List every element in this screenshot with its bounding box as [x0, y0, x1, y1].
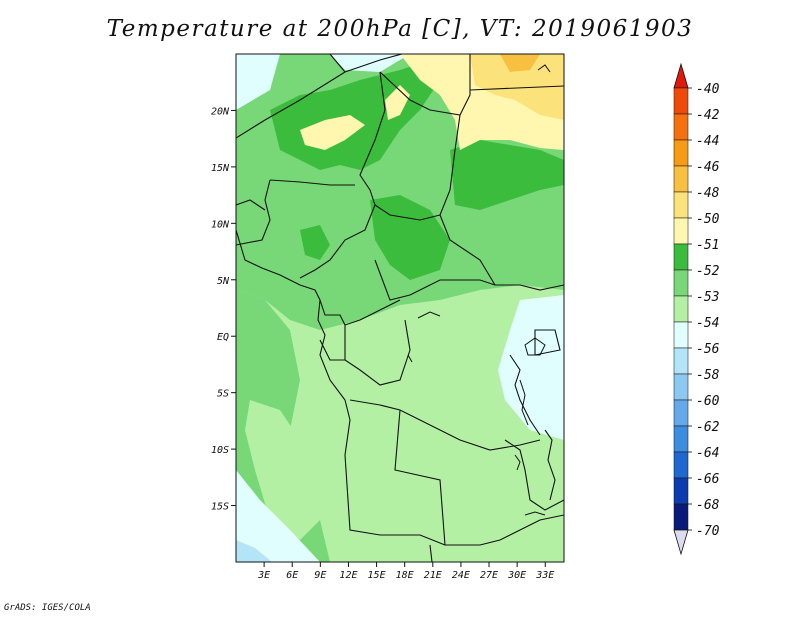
colorbar-cell [673, 451, 689, 479]
colorbar-label: -44 [696, 134, 719, 149]
colorbar-label: -48 [696, 186, 720, 201]
lakes [407, 64, 551, 516]
lon-tick-label: 12E [339, 570, 357, 581]
colorbar-cell [673, 295, 689, 323]
lat-tick-label: 15S [211, 502, 229, 513]
colorbar-label: -40 [696, 82, 720, 97]
lon-tick-label: 30E [507, 570, 526, 581]
lat-tick-label: 15N [211, 163, 230, 174]
colorbar-cell [673, 217, 689, 245]
field-patch-56-northwest [236, 54, 280, 110]
colorbar-label: -51 [696, 238, 719, 253]
map-frame [235, 53, 565, 563]
lat-tick-label: 5S [217, 389, 229, 400]
lat-tick-label: EQ [217, 332, 229, 343]
lon-tick-label: 15E [368, 570, 386, 581]
colorbar-label: -68 [696, 498, 720, 513]
colorbar-label: -46 [696, 160, 720, 175]
lon-tick-label: 24E [452, 570, 470, 581]
field-patch-56-southwest [236, 470, 320, 562]
field-patch-58-corner [236, 540, 272, 562]
lon-tick-label: 27E [480, 570, 498, 581]
lat-tick-label: 5N [217, 276, 230, 287]
colorbar-cell [673, 165, 689, 193]
field-area-51-island [300, 115, 365, 150]
lat-tick-label: 10N [211, 219, 230, 230]
colorbar-top-arrow [673, 62, 689, 89]
map-title: Temperature at 200hPa [C], VT: 201906190… [106, 16, 694, 42]
lon-tick-label: 6E [286, 570, 298, 581]
lat-tick-label: 20N [211, 106, 230, 117]
lon-tick-label: 3E [257, 570, 270, 581]
colorbar-cell [673, 139, 689, 167]
colorbar-label: -70 [696, 524, 720, 539]
colorbar-label: -62 [696, 420, 720, 435]
field-blob-52-northeast [450, 140, 564, 210]
colorbar-label: -60 [696, 394, 720, 409]
colorbar-cell [673, 373, 689, 401]
colorbar-cell [673, 191, 689, 219]
lat-tick-label: 10S [211, 445, 229, 456]
colorbar-label: -56 [696, 342, 720, 357]
colorbar-label: -42 [696, 108, 720, 123]
field-blob-52-central [370, 195, 450, 280]
colorbar-cell [673, 399, 689, 427]
colorbar-cell [673, 87, 689, 115]
lon-tick-label: 21E [424, 570, 442, 581]
colorbar-label: -58 [696, 368, 720, 383]
colorbar-cell [673, 269, 689, 297]
field-patch-56-east [498, 295, 564, 440]
colorbar-label: -52 [696, 264, 720, 279]
field-area-48-corner [500, 54, 540, 72]
coastline [236, 229, 351, 456]
field-band-53-southwest [245, 400, 320, 540]
colorbar-label: -64 [696, 446, 719, 461]
colorbar-cell [673, 503, 689, 531]
lon-tick-label: 33E [535, 570, 554, 581]
lon-tick-label: 9E [314, 570, 326, 581]
field-blob-52-west [300, 225, 330, 260]
colorbar-label: -50 [696, 212, 720, 227]
lon-tick-label: 18E [396, 570, 414, 581]
colorbar-cell [673, 347, 689, 375]
grads-credit: GrADS: IGES/COLA [4, 603, 91, 613]
colorbar-label: -54 [696, 316, 719, 331]
colorbar-label: -53 [696, 290, 719, 305]
colorbar-bottom-arrow [673, 529, 689, 556]
colorbar-cell [673, 243, 689, 271]
field-area-50-northeast [470, 54, 564, 120]
colorbar-cell [673, 321, 689, 349]
latitude-axis: 20N 15N 10N 5N EQ 5S 10S 15S [211, 106, 236, 513]
country-borders [236, 54, 564, 562]
colorbar-cell [673, 477, 689, 505]
colorbar-cell [673, 425, 689, 453]
temperature-field [236, 54, 564, 562]
colorbar-label: -66 [696, 472, 720, 487]
longitude-axis: 3E 6E 9E 12E 15E 18E 21E 24E 27E 30E 33E [257, 562, 554, 581]
colorbar-cell [673, 113, 689, 141]
colorbar: -40 -42 -44 -46 -48 -50 -51 -52 -53 -54 -56 -58 -60 -… [673, 62, 720, 556]
